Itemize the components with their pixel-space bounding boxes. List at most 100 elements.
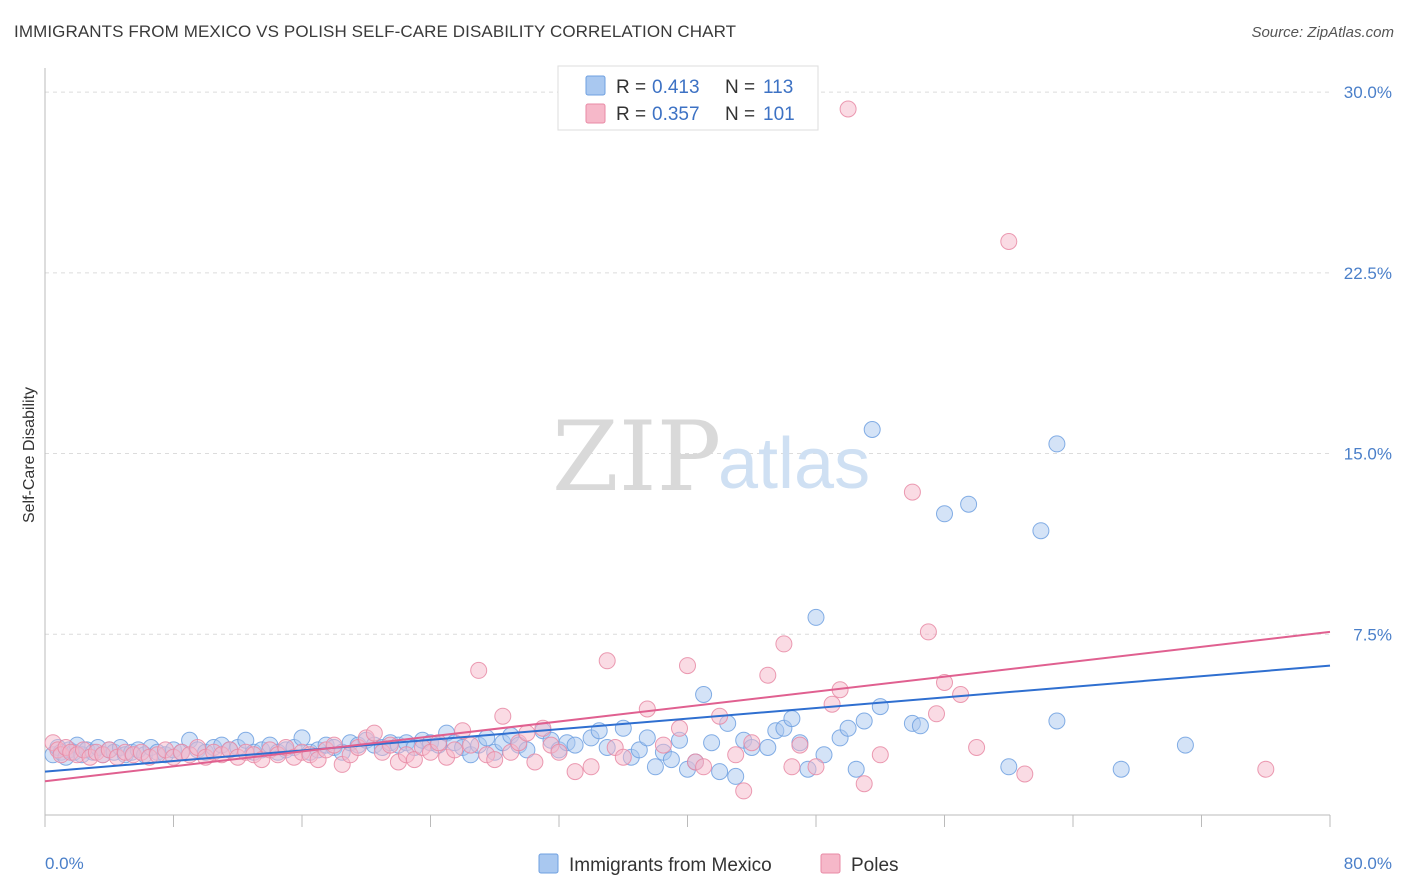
y-tick-label: 7.5% — [1353, 625, 1392, 644]
poles-point — [855, 775, 873, 793]
poles-point — [919, 623, 937, 641]
legend-n-label: N = — [725, 104, 755, 125]
poles-point — [454, 722, 472, 740]
legend-n-label: N = — [725, 77, 755, 98]
x-tick-label: 80.0% — [1344, 854, 1392, 873]
poles-point — [759, 666, 777, 684]
mexico-point — [855, 712, 873, 730]
y-tick-label: 30.0% — [1344, 83, 1392, 102]
mexico-point — [293, 729, 311, 747]
poles-point — [446, 741, 464, 759]
poles-point — [550, 743, 568, 761]
poles-point — [470, 661, 488, 679]
legend-swatch-mexico — [585, 75, 606, 96]
mexico-point — [1048, 435, 1066, 453]
x-tick-labels: 0.0% 80.0% — [45, 854, 1392, 873]
poles-point — [743, 734, 761, 752]
poles-point — [968, 739, 986, 756]
poles-point — [1016, 765, 1034, 783]
mexico-point — [566, 736, 584, 754]
bottom-legend-label-mexico: Immigrants from Mexico — [569, 855, 772, 876]
mexico-point — [871, 698, 889, 716]
poles-point — [598, 652, 616, 670]
mexico-point — [960, 495, 978, 513]
poles-point — [936, 674, 953, 691]
mexico-point — [807, 608, 825, 626]
watermark-zip: ZIP — [552, 401, 721, 513]
poles-point — [526, 753, 544, 771]
mexico-point — [478, 729, 496, 747]
poles-trend-line — [44, 630, 1331, 783]
y-tick-label: 22.5% — [1344, 264, 1392, 283]
poles-point — [582, 758, 600, 776]
mexico-point — [630, 741, 648, 759]
grid-lines — [45, 91, 1330, 635]
legend-r-label: R = — [616, 77, 646, 98]
axes — [44, 68, 1331, 827]
legend-r-label: R = — [616, 104, 646, 125]
poles-point — [614, 748, 632, 766]
poles-point — [654, 736, 672, 754]
legend-r-value: 0.357 — [652, 104, 700, 125]
poles-point — [494, 707, 512, 725]
mexico-point — [703, 734, 721, 752]
poles-point — [486, 751, 504, 769]
y-axis-label: Self-Care Disability — [21, 387, 38, 523]
poles-point — [638, 700, 656, 718]
poles-point — [775, 635, 793, 653]
poles-point — [679, 657, 696, 675]
bottom-legend-label-poles: Poles — [851, 855, 899, 876]
mexico-point — [1176, 736, 1194, 754]
bottom-legend-swatch-poles — [820, 853, 841, 874]
mexico-point — [646, 758, 664, 776]
poles-point — [1257, 760, 1275, 778]
poles-point — [405, 751, 423, 769]
mexico-point — [1000, 758, 1018, 776]
poles-point — [671, 719, 688, 737]
mexico-point — [815, 746, 833, 764]
mexico-point — [1032, 522, 1050, 540]
trend-lines — [44, 630, 1331, 783]
poles-point — [928, 705, 945, 723]
mexico-trend-line — [44, 664, 1331, 773]
mexico-point — [638, 729, 656, 747]
bottom-legend-swatch-mexico — [538, 853, 559, 874]
poles-point — [903, 483, 921, 501]
poles-point — [823, 695, 841, 713]
mexico-point — [936, 505, 953, 523]
watermark-atlas: atlas — [718, 424, 870, 504]
legend-r-value: 0.413 — [652, 77, 700, 98]
poles-point — [783, 758, 801, 776]
mexico-point — [1112, 760, 1130, 778]
poles-point — [727, 746, 745, 764]
poles-point — [566, 763, 584, 781]
poles-point — [325, 736, 343, 754]
poles-point — [735, 782, 753, 800]
y-tick-label: 15.0% — [1344, 445, 1392, 464]
mexico-point — [662, 751, 680, 769]
y-tick-labels: 7.5% 15.0% 22.5% 30.0% — [1344, 83, 1392, 644]
bottom-legend: Immigrants from Mexico Poles — [538, 853, 899, 876]
legend-n-value: 101 — [763, 104, 795, 125]
x-tick-label: 0.0% — [45, 854, 84, 873]
mexico-point — [727, 767, 745, 785]
poles-point — [365, 724, 383, 742]
legend-swatch-poles — [585, 103, 606, 124]
poles-point — [462, 736, 480, 754]
mexico-point — [1048, 712, 1066, 730]
poles-point — [1000, 233, 1018, 250]
mexico-point — [839, 719, 857, 737]
legend-n-value: 113 — [763, 77, 793, 98]
mexico-point — [695, 686, 713, 703]
source-label: Source: ZipAtlas.com — [1251, 24, 1394, 41]
poles-point — [839, 100, 857, 118]
chart-title: IMMIGRANTS FROM MEXICO VS POLISH SELF-CA… — [14, 22, 737, 41]
mexico-point — [847, 760, 865, 778]
mexico-point — [911, 717, 929, 735]
mexico-point — [711, 763, 729, 781]
legend: R = 0.413 N = 113 R = 0.357 N = 101 — [557, 65, 819, 131]
mexico-point — [863, 421, 881, 438]
mexico-point — [783, 710, 801, 728]
mexico-point — [759, 739, 777, 756]
